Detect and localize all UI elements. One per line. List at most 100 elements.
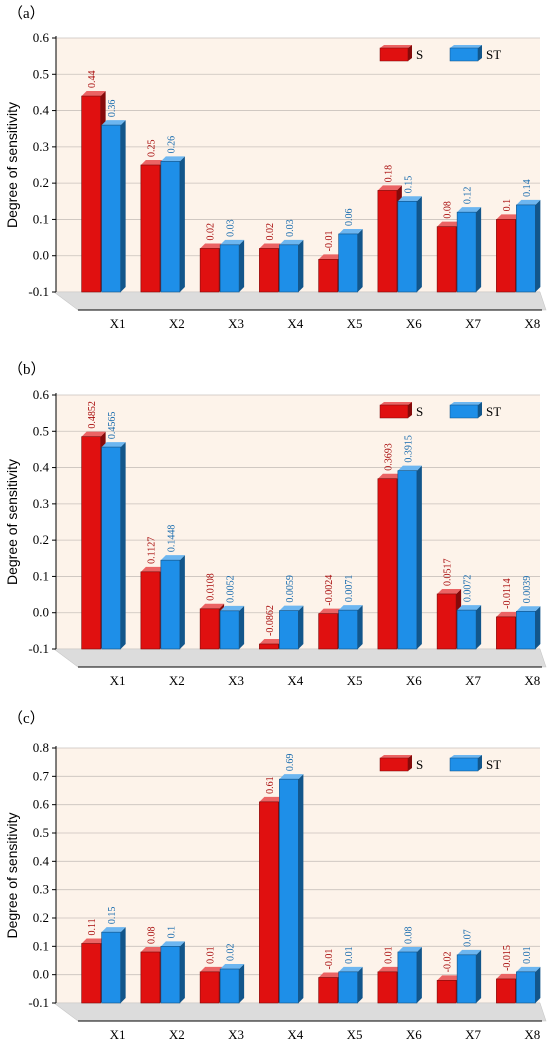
panel-label: （c）: [8, 710, 45, 727]
bar-front: [140, 571, 161, 650]
bar-st-x4: [279, 239, 304, 293]
bar-top: [160, 941, 185, 947]
legend-label: ST: [486, 404, 501, 419]
bar-front: [219, 244, 240, 293]
bar-front: [397, 470, 418, 650]
bar-side: [535, 606, 541, 649]
data-label: 0.0108: [206, 573, 217, 601]
bar-st-x5: [338, 966, 363, 1004]
y-tick-label: 0.4: [33, 460, 50, 475]
bar-st-x2: [160, 555, 185, 650]
y-tick-label: -0.1: [28, 641, 49, 656]
y-tick-label: 0.7: [33, 768, 50, 783]
data-label: -0.01: [324, 230, 335, 251]
bar-st-x5: [338, 605, 363, 650]
bar-front: [219, 968, 240, 1004]
bar-st-x7: [456, 605, 482, 650]
bar-front: [516, 204, 536, 293]
x-tick-label: X2: [169, 1027, 185, 1042]
bar-top: [377, 185, 402, 191]
x-tick-label: X1: [110, 316, 126, 331]
y-tick-label: 0.6: [33, 30, 50, 45]
bar-top: [81, 431, 106, 437]
bar-front: [516, 971, 536, 1004]
legend-swatch: [449, 404, 479, 419]
bar-st-x7: [456, 207, 482, 293]
bar-st-x3: [219, 605, 245, 650]
bar-side: [239, 605, 245, 649]
x-tick-label: X4: [287, 1027, 303, 1042]
data-label: 0.08: [403, 927, 414, 945]
y-tick-label: 0.5: [33, 423, 49, 438]
bar-top: [496, 214, 521, 220]
bar-front: [140, 164, 161, 293]
x-tick-label: X4: [287, 673, 303, 688]
y-tick-label: -0.1: [28, 284, 49, 299]
data-label: -0.015: [502, 945, 513, 971]
x-tick-label: X1: [110, 1027, 126, 1042]
bar-side: [239, 239, 245, 292]
data-label: 0.03: [226, 219, 237, 237]
bar-st-x8: [516, 606, 541, 650]
data-label: 0.1448: [166, 525, 177, 553]
data-label: -0.0114: [502, 578, 513, 608]
bar-top: [397, 196, 422, 202]
data-label: 0.11: [87, 918, 98, 935]
bar-st-x4: [279, 605, 304, 650]
y-tick-label: 0.0: [33, 605, 49, 620]
bar-front: [199, 248, 220, 293]
data-label: 0.0071: [344, 575, 355, 603]
data-label: 0.15: [107, 907, 118, 925]
bar-top: [279, 239, 304, 245]
bar-side: [357, 605, 363, 649]
bar-front: [279, 778, 299, 1004]
bar-front: [338, 971, 358, 1004]
data-label: 0.26: [166, 136, 177, 154]
y-tick-label: 0.2: [33, 910, 49, 925]
data-label: 0.06: [344, 208, 355, 226]
bar-st-x1: [101, 927, 126, 1004]
bar-top: [259, 243, 284, 249]
bar-front: [436, 980, 457, 1004]
x-tick-label: X2: [169, 673, 185, 688]
bar-front: [436, 593, 457, 650]
bar-side: [535, 199, 541, 292]
bar-front: [436, 226, 457, 293]
x-tick-label: X6: [406, 673, 422, 688]
x-tick-label: X5: [347, 1027, 363, 1042]
bar-front: [377, 971, 398, 1004]
data-label: 0.3915: [403, 435, 414, 463]
x-tick-label: X5: [347, 673, 363, 688]
bar-front: [81, 436, 101, 650]
data-label: -0.0862: [265, 605, 276, 636]
data-label: 0.07: [463, 929, 474, 947]
legend-label: ST: [486, 47, 501, 62]
bar-top: [81, 938, 106, 944]
legend-swatch-top: [450, 402, 482, 405]
chart-floor: [53, 648, 547, 668]
bar-front: [101, 446, 121, 650]
bar-st-x1: [101, 442, 126, 650]
data-label: 0.08: [443, 201, 454, 219]
legend-label: ST: [486, 757, 501, 772]
data-label: 0.36: [107, 100, 118, 118]
legend-item-st: ST: [449, 45, 501, 62]
bar-front: [496, 616, 516, 650]
bar-top: [437, 221, 462, 227]
x-tick-label: X7: [465, 673, 481, 688]
bar-front: [81, 95, 101, 293]
data-label: 0.3693: [383, 443, 394, 471]
bar-top: [140, 566, 165, 572]
legend-swatch-side: [408, 45, 412, 61]
data-label: 0.1127: [146, 537, 157, 564]
bar-top: [516, 199, 541, 205]
bar-front: [456, 211, 477, 293]
bar-top: [457, 207, 482, 213]
data-label: -0.0024: [324, 575, 335, 606]
bar-front: [259, 643, 279, 650]
legend-swatch: [379, 757, 409, 772]
bar-front: [279, 244, 299, 293]
bar-top: [101, 120, 126, 126]
bar-st-x2: [160, 941, 185, 1004]
bar-front: [318, 259, 338, 293]
